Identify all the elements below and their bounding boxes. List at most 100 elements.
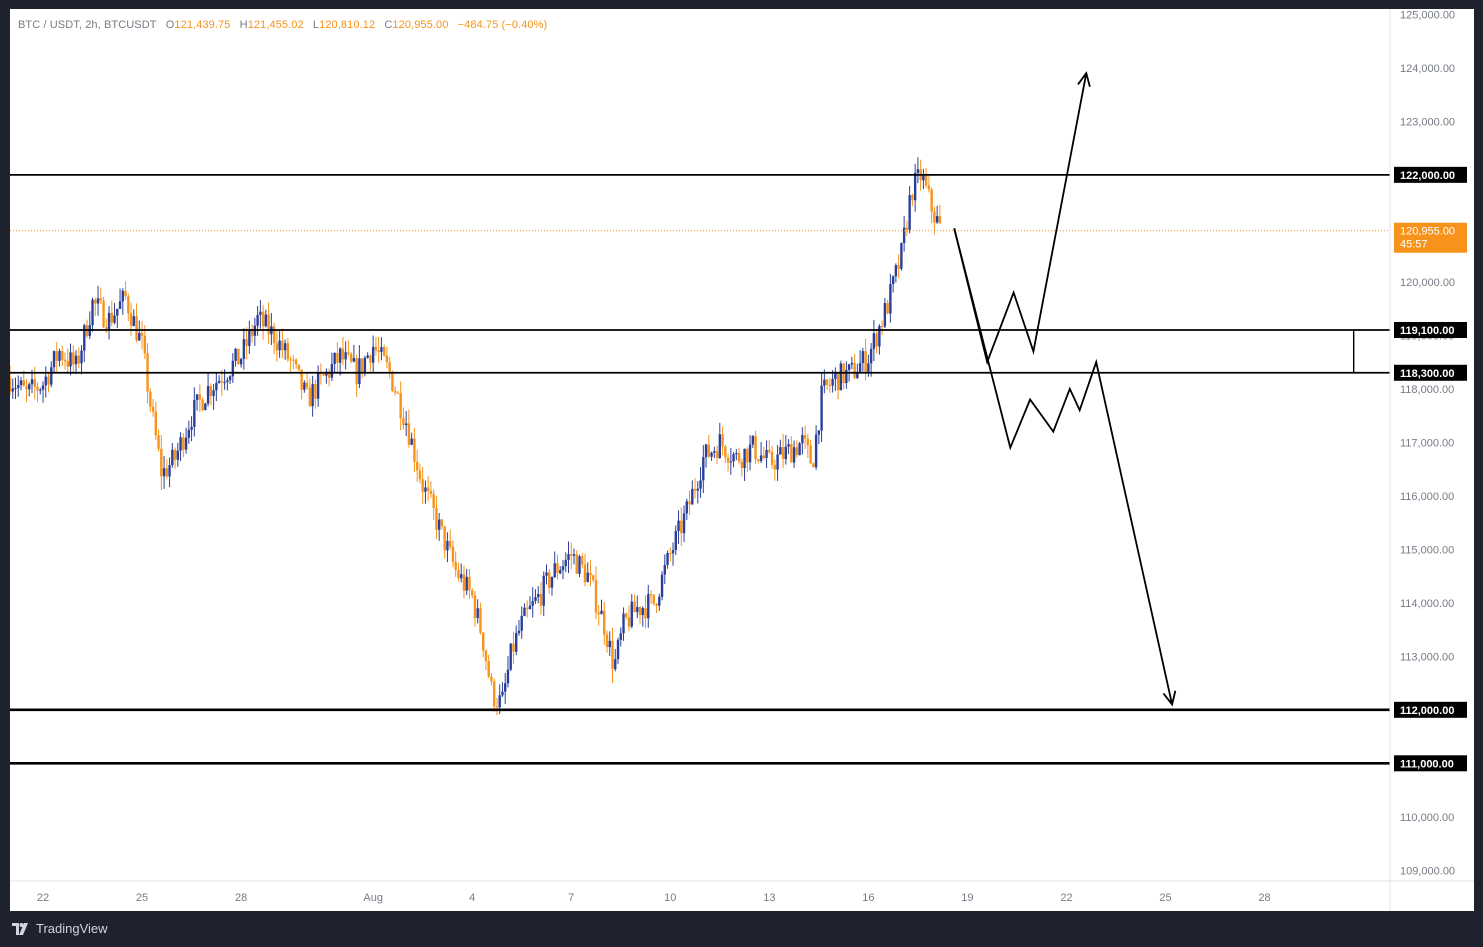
candle-body	[72, 352, 75, 365]
candle-body	[699, 480, 702, 489]
candle-body	[209, 386, 213, 396]
candle-body	[402, 418, 405, 426]
candle-body	[526, 607, 529, 610]
high-value: 121,455.02	[247, 19, 304, 31]
candle-body	[660, 574, 664, 597]
tradingview-logo-icon	[12, 922, 28, 935]
level-price-label: 111,000.00	[1400, 758, 1454, 770]
price-tick-label: 118,000.00	[1400, 384, 1454, 396]
candle-body	[349, 353, 353, 362]
current-price-label: 120,955.00	[1400, 226, 1455, 238]
candle-body	[823, 379, 826, 386]
candle-body	[121, 290, 124, 302]
candle-body	[735, 453, 738, 455]
candle-body	[206, 386, 210, 404]
candle-body	[548, 572, 551, 588]
candle-body	[286, 343, 290, 360]
candle-body	[198, 394, 202, 400]
candle-body	[173, 449, 177, 460]
bullish-projection-arrowhead	[1077, 71, 1091, 87]
candle-body	[869, 348, 873, 364]
candle-body	[682, 513, 686, 534]
candle-body	[333, 353, 336, 364]
candle-body	[484, 650, 488, 662]
level-price-label: 119,100.00	[1400, 325, 1454, 337]
tradingview-link[interactable]: TradingView	[12, 921, 108, 936]
candle-body	[619, 633, 622, 640]
candle-body	[531, 600, 534, 606]
time-tick-label: 13	[763, 892, 775, 904]
candle-body	[534, 597, 537, 601]
candle-body	[311, 384, 314, 407]
candle-body	[875, 333, 878, 347]
candle-body	[834, 372, 837, 379]
symbol-legend: BTC / USDT, 2h, BTCUSDT O121,439.75 H121…	[18, 19, 547, 31]
candle-body	[190, 426, 193, 430]
candle-body	[856, 373, 859, 378]
candle-body	[886, 303, 889, 314]
candle-body	[814, 434, 818, 468]
candle-body	[746, 448, 749, 463]
time-tick-label: 19	[961, 892, 973, 904]
candle-body	[894, 265, 898, 277]
candle-body	[864, 351, 867, 372]
candle-body	[897, 265, 900, 269]
candle-body	[663, 564, 666, 575]
price-chart[interactable]: 109,000.00 110,000.00 111,000.00 112,000.00…	[10, 9, 1474, 911]
candle-body	[847, 364, 851, 370]
candle-body	[289, 359, 292, 361]
chart-pane[interactable]: 109,000.00 110,000.00 111,000.00 112,000.00…	[10, 9, 1474, 911]
candle-body	[215, 382, 218, 391]
candle-body	[691, 488, 694, 505]
candle-body	[589, 572, 592, 576]
candle-body	[28, 384, 31, 390]
time-tick-label: 28	[1258, 892, 1270, 904]
price-tick-label: 115,000.00	[1400, 544, 1454, 556]
candle-body	[539, 593, 543, 606]
candle-body	[765, 449, 768, 458]
candle-body	[817, 430, 821, 435]
candle-body	[377, 350, 380, 352]
candle-body	[891, 276, 895, 285]
price-axis[interactable]: 109,000.00 110,000.00 111,000.00 112,000.00…	[1389, 9, 1467, 911]
candle-body	[363, 357, 367, 372]
candle-body	[721, 434, 724, 447]
candle-body	[680, 520, 683, 534]
candle-body	[641, 608, 644, 615]
candle-body	[801, 435, 804, 444]
level-price-tag	[1394, 701, 1467, 718]
symbol-info: BTC / USDT, 2h, BTCUSDT	[18, 19, 157, 31]
candle-body	[594, 579, 598, 613]
candle-body	[113, 315, 116, 323]
candle-body	[234, 348, 237, 361]
candle-body	[564, 559, 567, 567]
price-tick-label: 125,000.00	[1400, 9, 1455, 21]
candle-body	[493, 681, 496, 707]
candle-body	[151, 406, 155, 412]
candle-body	[575, 554, 578, 574]
candle-body	[545, 572, 548, 576]
candle-body	[110, 312, 113, 323]
candle-body	[597, 612, 600, 615]
candle-body	[69, 352, 72, 367]
candle-body	[938, 216, 942, 224]
candle-body	[902, 227, 906, 244]
candle-body	[583, 564, 587, 583]
candle-body	[740, 461, 744, 468]
candle-body	[501, 691, 504, 696]
candle-body	[567, 554, 570, 560]
candle-body	[39, 389, 42, 391]
candle-body	[330, 363, 334, 378]
candle-body	[102, 300, 105, 328]
candle-body	[195, 394, 199, 401]
candle-body	[327, 371, 331, 378]
candle-body	[74, 355, 78, 365]
candle-body	[336, 353, 339, 363]
candle-body	[622, 613, 625, 634]
candle-body	[872, 333, 876, 349]
level-price-tag	[1394, 321, 1467, 338]
candle-body	[649, 594, 653, 596]
candle-body	[900, 243, 903, 269]
candle-body	[404, 423, 408, 426]
time-axis[interactable]: 22 25 28 Aug 4 7 10 13 16 19 22 25 28	[10, 880, 1474, 904]
